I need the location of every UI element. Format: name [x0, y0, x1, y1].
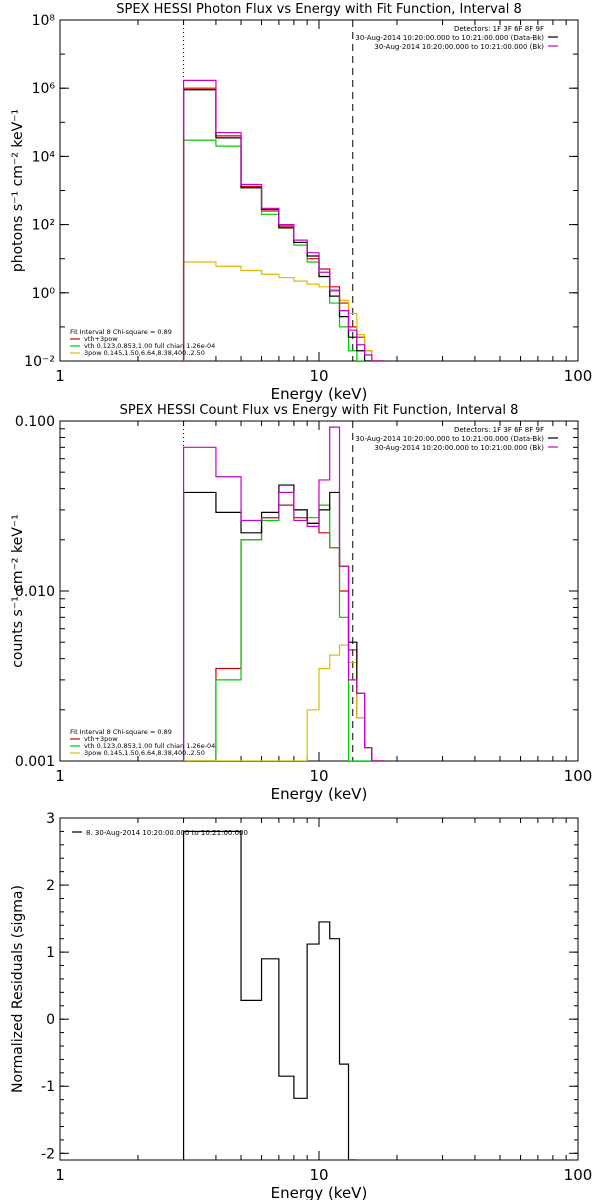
legend-top-entry: Detectors: 1F 3F 6F 8F 9F — [454, 25, 544, 33]
y-tick-label: 2 — [46, 878, 55, 894]
legend-top-entry: Detectors: 1F 3F 6F 8F 9F — [454, 426, 544, 434]
series-line-data-total — [182, 830, 357, 1160]
chart-panel-3 — [59, 817, 579, 1161]
legend-top-entry: 30-Aug-2014 10:20:00.000 to 10:21:00.000… — [374, 43, 544, 51]
legend-top-entry: 8. 30-Aug-2014 10:20:00.000 to 10:21:00.… — [86, 829, 248, 837]
series-line-vth — [182, 139, 386, 361]
y-tick-label: 10⁸ — [32, 13, 56, 29]
x-tick-label: 100 — [564, 1166, 593, 1184]
series-line-data-bk-sub — [182, 426, 386, 761]
x-tick-label: 1 — [55, 767, 65, 785]
y-tick-label: 0.001 — [15, 754, 55, 770]
x-tick-label: 1 — [55, 1166, 65, 1184]
chart-title: SPEX HESSI Photon Flux vs Energy with Fi… — [116, 2, 522, 17]
x-axis-label: Energy (keV) — [271, 785, 368, 803]
x-tick-label: 100 — [564, 367, 593, 385]
fit-legend-header: Fit Interval 8 Chi-square = 0.89 — [70, 728, 172, 736]
y-axis-label: photons s⁻¹ cm⁻² keV⁻¹ — [10, 109, 26, 272]
y-axis-label: counts s⁻¹ cm⁻² keV⁻¹ — [10, 514, 26, 668]
series-line-vth — [183, 491, 386, 761]
x-tick-label: 100 — [564, 767, 593, 785]
y-tick-label: 0.010 — [15, 584, 55, 600]
legend-top-entry: 30-Aug-2014 10:20:00.000 to 10:21:00.000… — [355, 34, 544, 42]
x-axis-label: Energy (keV) — [271, 385, 368, 403]
y-tick-label: 1 — [46, 945, 55, 961]
x-tick-label: 1 — [55, 367, 65, 385]
y-tick-label: 10⁻² — [24, 354, 55, 370]
x-tick-label: 10 — [309, 1166, 328, 1184]
y-tick-label: -2 — [41, 1146, 55, 1162]
fit-legend-header: Fit Interval 8 Chi-square = 0.89 — [70, 328, 172, 336]
fit-legend-entry: vth+3pow — [84, 735, 118, 743]
y-tick-label: 10⁰ — [32, 286, 56, 302]
chart-panel-1 — [59, 19, 579, 362]
series-line-3pow — [182, 261, 386, 361]
y-tick-label: 3 — [46, 811, 55, 827]
fit-legend-entry: vth 0.123,0.853,1.00 full chian 1.26e-04 — [84, 342, 215, 350]
y-tick-label: 10⁶ — [32, 81, 56, 97]
chart-title: SPEX HESSI Count Flux vs Energy with Fit… — [120, 403, 519, 418]
y-axis-label: Normalized Residuals (sigma) — [10, 885, 26, 1093]
y-tick-label: 10² — [32, 218, 55, 234]
y-tick-label: -1 — [41, 1079, 55, 1095]
series-line-vth-plus-3pow — [183, 504, 386, 761]
series-line-data-bk-sub — [182, 79, 386, 361]
fit-legend-entry: vth 0.123,0.853,1.00 full chian 1.26e-04 — [84, 742, 215, 750]
y-tick-label: 10⁴ — [32, 149, 56, 165]
plot-frame — [59, 817, 579, 1161]
y-tick-label: 0 — [46, 1012, 55, 1028]
plot-frame — [59, 19, 579, 362]
chart-panel-2 — [59, 420, 579, 762]
x-axis-label: Energy (keV) — [271, 1184, 368, 1200]
fit-legend-entry: vth+3pow — [84, 335, 118, 343]
x-tick-label: 10 — [309, 367, 328, 385]
legend-top-entry: 30-Aug-2014 10:20:00.000 to 10:21:00.000… — [374, 444, 544, 452]
series-line-data-total — [182, 89, 386, 361]
legend-top-entry: 30-Aug-2014 10:20:00.000 to 10:21:00.000… — [355, 435, 544, 443]
fit-legend-entry: 3pow 0.145,1.50,6.64,8.38,400.,2.50 — [84, 349, 205, 357]
x-tick-label: 10 — [309, 767, 328, 785]
series-line-data-total — [182, 484, 386, 761]
y-tick-label: 0.100 — [15, 414, 55, 430]
fit-legend-entry: 3pow 0.145,1.50,6.64,8.38,400.,2.50 — [84, 749, 205, 757]
